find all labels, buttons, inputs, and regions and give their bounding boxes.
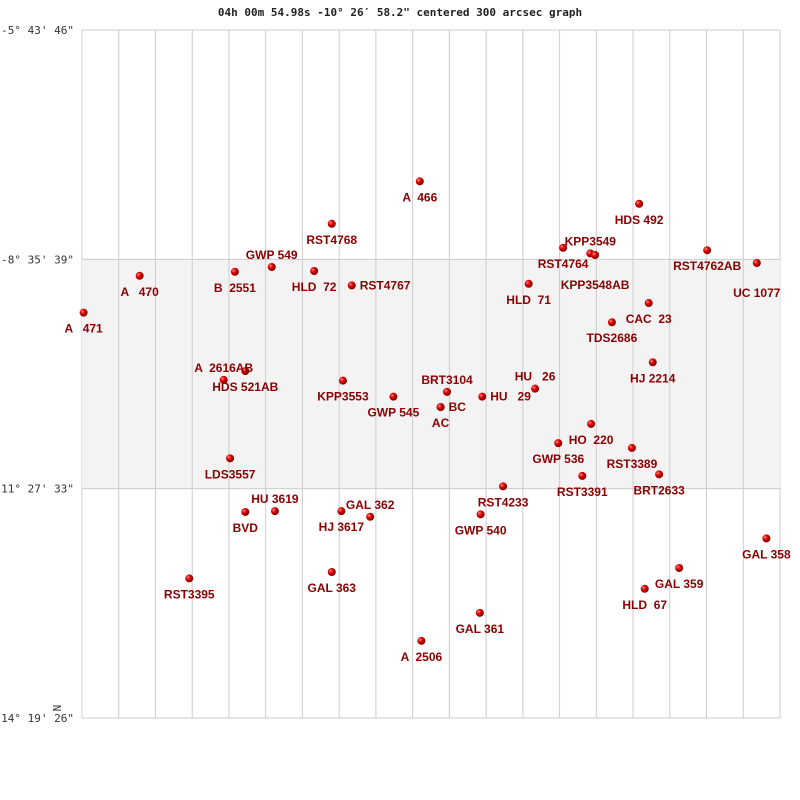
star-label: TDS2686 (587, 331, 638, 345)
star-label: KPP3549 (565, 234, 617, 248)
star-marker (443, 387, 452, 396)
star-label: GAL 361 (456, 622, 505, 636)
star-label: HJ 3617 (319, 520, 365, 534)
star-marker (417, 636, 426, 645)
star-marker (79, 308, 88, 317)
star-marker (752, 258, 761, 267)
star-marker (703, 246, 712, 255)
star-label: RST3389 (607, 457, 658, 471)
star-label: HJ 2214 (630, 371, 676, 385)
star-label: KPP3548AB (561, 278, 630, 292)
star-label: RST4764 (538, 257, 589, 271)
star-label: B 2551 (214, 281, 256, 295)
y-tick-label: -5° 43' 46" (1, 24, 74, 37)
star-marker (607, 318, 616, 327)
star-marker (635, 199, 644, 208)
star-label: RST4233 (478, 495, 529, 509)
star-label: A 471 (64, 322, 103, 336)
star-label: BRT2633 (633, 483, 685, 497)
chart-title: 04h 00m 54.98s -10° 26′ 58.2" centered 3… (217, 6, 583, 19)
star-label: RST4768 (306, 233, 357, 247)
star-label: GAL 358 (742, 547, 791, 561)
star-label: RST3391 (557, 485, 608, 499)
star-label: AC (432, 416, 450, 430)
star-label: A 470 (121, 285, 160, 299)
star-marker (338, 376, 347, 385)
star-label: HU 3619 (251, 492, 299, 506)
star-label: A 2616AB (194, 361, 253, 375)
star-marker (478, 392, 487, 401)
star-marker (499, 482, 508, 491)
star-marker (366, 512, 375, 521)
star-marker (185, 574, 194, 583)
star-marker (230, 267, 239, 276)
star-marker (267, 262, 276, 271)
star-label: HLD 67 (622, 598, 667, 612)
star-label: LDS3557 (205, 467, 256, 481)
y-tick-label: -14° 19' 26" (0, 712, 74, 725)
star-marker (270, 507, 279, 516)
star-marker (640, 584, 649, 593)
star-marker (327, 219, 336, 228)
star-label: GWP 549 (246, 248, 298, 262)
star-label: GAL 362 (346, 498, 395, 512)
star-marker (554, 439, 563, 448)
star-marker (675, 563, 684, 572)
star-label: GWP 540 (455, 523, 507, 537)
star-marker (219, 375, 228, 384)
star-marker (578, 471, 587, 480)
star-marker (389, 392, 398, 401)
star-label: HU 29 (490, 390, 531, 404)
star-marker (655, 470, 664, 479)
star-marker (337, 507, 346, 516)
y-tick-label: -11° 27' 33" (0, 483, 74, 496)
star-label: BRT3104 (421, 373, 473, 387)
star-label: HU 26 (515, 370, 556, 384)
star-label: BVD (233, 521, 259, 535)
star-marker (415, 177, 424, 186)
star-label: RST4762AB (673, 259, 741, 273)
star-marker (587, 419, 596, 428)
star-marker (226, 454, 235, 463)
star-label: RST4767 (360, 278, 411, 292)
star-marker (347, 281, 356, 290)
star-label: RST3395 (164, 587, 215, 601)
star-marker (524, 279, 533, 288)
star-label: UC 1077 (733, 286, 781, 300)
star-label: GAL 359 (655, 577, 704, 591)
star-marker (591, 250, 600, 259)
star-label: GWP 545 (367, 406, 419, 420)
star-marker (436, 403, 445, 412)
star-label: A 466 (402, 190, 437, 204)
star-marker (135, 271, 144, 280)
star-marker (241, 367, 250, 376)
star-marker (644, 299, 653, 308)
star-label: KPP3553 (317, 390, 369, 404)
star-label: HDS 492 (615, 213, 664, 227)
star-marker (476, 510, 485, 519)
star-marker (762, 534, 771, 543)
star-label: HLD 71 (506, 293, 551, 307)
shaded-band (82, 259, 780, 489)
star-marker (648, 358, 657, 367)
star-label: GAL 363 (308, 581, 357, 595)
star-marker (627, 443, 636, 452)
star-label: HLD 72 (292, 280, 337, 294)
star-marker (310, 267, 319, 276)
star-marker (475, 608, 484, 617)
star-marker (327, 567, 336, 576)
north-indicator: N (51, 705, 64, 712)
star-label: BC (449, 400, 467, 414)
star-marker (559, 243, 568, 252)
star-label: CAC 23 (626, 312, 672, 326)
star-label: A 2506 (401, 650, 443, 664)
star-label: GWP 536 (532, 452, 584, 466)
star-marker (531, 384, 540, 393)
star-label: HO 220 (569, 433, 614, 447)
star-label: HDS 521AB (212, 380, 278, 394)
star-marker (241, 507, 250, 516)
y-tick-label: -8° 35' 39" (1, 253, 74, 266)
